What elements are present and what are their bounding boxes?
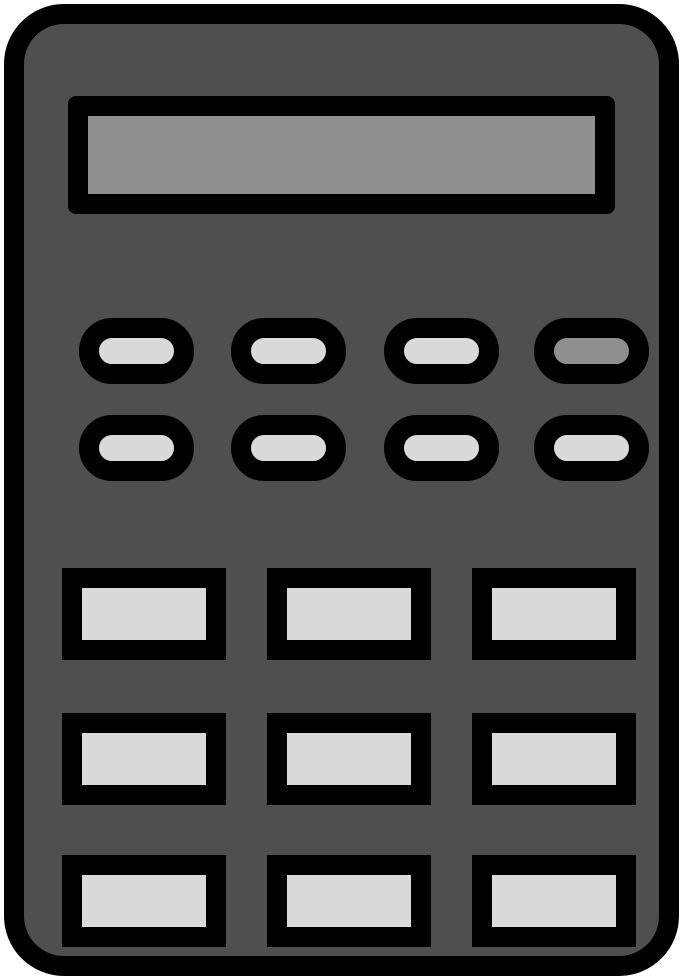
calculator-function-button[interactable] [534,318,649,384]
calculator-display [68,96,615,214]
calculator-number-button[interactable] [62,713,226,805]
calculator-number-button[interactable] [267,568,431,660]
calculator-function-button[interactable] [384,318,499,384]
calculator-function-button[interactable] [384,415,499,481]
calculator-function-button[interactable] [79,318,194,384]
calculator-icon [0,0,683,980]
calculator-number-button[interactable] [472,855,636,947]
calculator-number-button[interactable] [62,568,226,660]
calculator-number-button[interactable] [472,568,636,660]
calculator-function-button[interactable] [231,318,346,384]
calculator-number-button[interactable] [62,855,226,947]
calculator-function-button[interactable] [79,415,194,481]
calculator-number-button[interactable] [267,713,431,805]
calculator-function-button[interactable] [534,415,649,481]
calculator-number-button[interactable] [472,713,636,805]
calculator-number-button[interactable] [267,855,431,947]
calculator-function-button[interactable] [231,415,346,481]
